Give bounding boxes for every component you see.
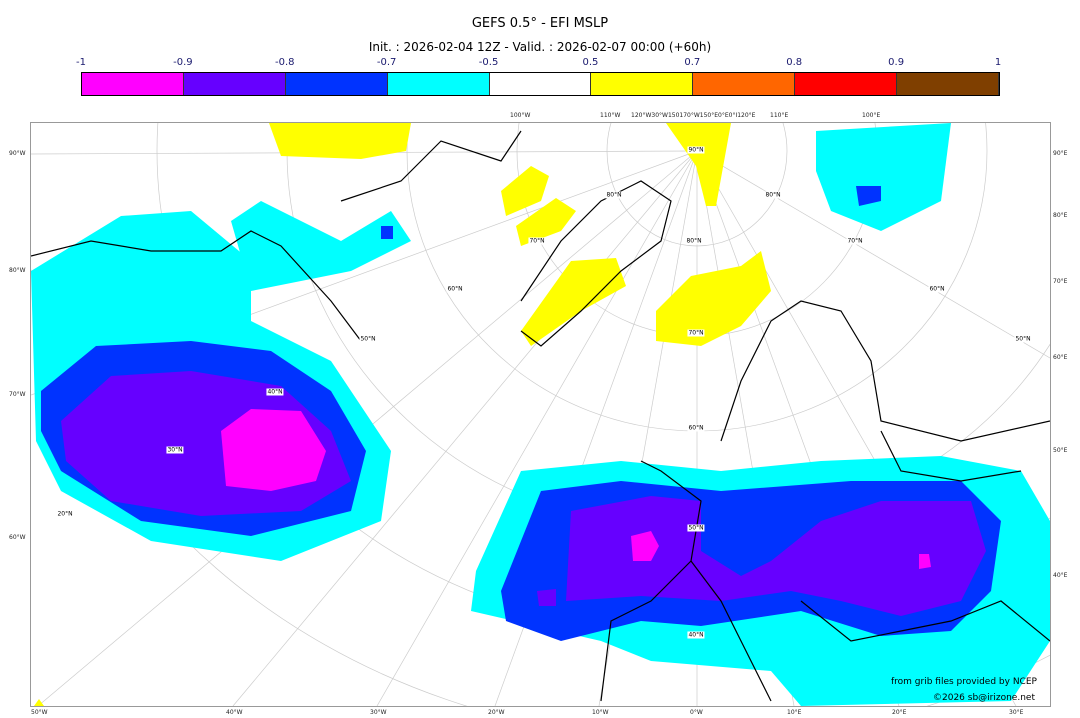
- colorbar-tick-label: 1: [994, 57, 1002, 68]
- latitude-label: 50°N: [687, 524, 705, 532]
- axis-label-right: 90°E: [1053, 150, 1068, 157]
- latitude-label: 70°N: [687, 329, 705, 337]
- axis-label-bottom: 30°E: [1009, 709, 1024, 716]
- latitude-label: 80°N: [605, 191, 623, 199]
- colorbar-swatch: [285, 73, 388, 95]
- axis-label-top: 110°W: [600, 112, 621, 119]
- axis-label-top: 120°W30°W150170°W150°E0°E0°I120°E: [631, 112, 756, 119]
- colorbar-swatch: [489, 73, 592, 95]
- axis-label-left: 90°W: [9, 150, 26, 157]
- colorbar-swatch: [897, 73, 1000, 95]
- chart-subtitle: Init. : 2026-02-04 12Z - Valid. : 2026-0…: [368, 40, 712, 54]
- latitude-label: 60°N: [687, 424, 705, 432]
- credit-data-source: from grib files provided by NCEP: [891, 677, 1037, 687]
- axis-label-left: 70°W: [9, 391, 26, 398]
- axis-label-left: 60°W: [9, 534, 26, 541]
- colorbar-tick-label: 0.5: [582, 57, 599, 68]
- colorbar-tick-label: -0.8: [275, 57, 295, 68]
- colorbar-tick-label: 0.9: [888, 57, 905, 68]
- latitude-label: 80°N: [764, 191, 782, 199]
- axis-label-bottom: 30°W: [370, 709, 387, 716]
- map-area: [30, 122, 1051, 707]
- chart-title: GEFS 0.5° - EFI MSLP: [471, 16, 609, 31]
- colorbar-tick-label: -1: [76, 57, 86, 68]
- axis-label-bottom: 10°W: [592, 709, 609, 716]
- latitude-label: 20°N: [56, 510, 74, 518]
- latitude-label: 70°N: [846, 237, 864, 245]
- colorbar-swatch: [591, 73, 694, 95]
- colorbar-tick-label: 0.7: [684, 57, 701, 68]
- axis-label-left: 80°W: [9, 267, 26, 274]
- colorbar-tick-label: -0.5: [478, 57, 499, 68]
- axis-label-bottom: 20°E: [892, 709, 907, 716]
- axis-label-right: 80°E: [1053, 212, 1068, 219]
- latitude-label: 80°N: [685, 237, 703, 245]
- coastlines: [31, 130, 1050, 702]
- colorbar-swatch: [387, 73, 490, 95]
- credit-copyright: ©2026 sb@irizone.net: [933, 693, 1035, 703]
- colorbar-swatch: [82, 73, 184, 95]
- latitude-label: 50°N: [1014, 335, 1032, 343]
- latitude-label: 60°N: [928, 285, 946, 293]
- colorbar-tick-label: -0.9: [173, 57, 193, 68]
- axis-label-bottom: 50°W: [31, 709, 48, 716]
- axis-label-right: 60°E: [1053, 354, 1068, 361]
- latitude-label: 50°N: [359, 335, 377, 343]
- axis-label-right: 50°E: [1053, 447, 1068, 454]
- latitude-label: 60°N: [446, 285, 464, 293]
- axis-label-right: 70°E: [1053, 278, 1068, 285]
- colorbar-swatch: [183, 73, 286, 95]
- colorbar-swatch: [795, 73, 898, 95]
- latitude-label: 30°N: [166, 446, 184, 454]
- axis-label-right: 40°E: [1053, 572, 1068, 579]
- colorbar-swatch: [693, 73, 796, 95]
- latitude-label: 90°N: [687, 146, 705, 154]
- axis-label-top: 110°E: [770, 112, 789, 119]
- axis-label-bottom: 20°W: [488, 709, 505, 716]
- latitude-label: 40°N: [266, 388, 284, 396]
- axis-label-bottom: 0°W: [690, 709, 703, 716]
- efi-field: [31, 123, 1050, 706]
- colorbar-tick-label: 0.8: [786, 57, 803, 68]
- latitude-label: 40°N: [687, 631, 705, 639]
- latitude-label: 70°N: [528, 237, 546, 245]
- colorbar: [81, 72, 1000, 96]
- axis-label-top: 100°W: [510, 112, 531, 119]
- axis-label-bottom: 10°E: [787, 709, 802, 716]
- axis-label-top: 100°E: [862, 112, 881, 119]
- colorbar-tick-label: -0.7: [376, 57, 397, 68]
- axis-label-bottom: 40°W: [226, 709, 243, 716]
